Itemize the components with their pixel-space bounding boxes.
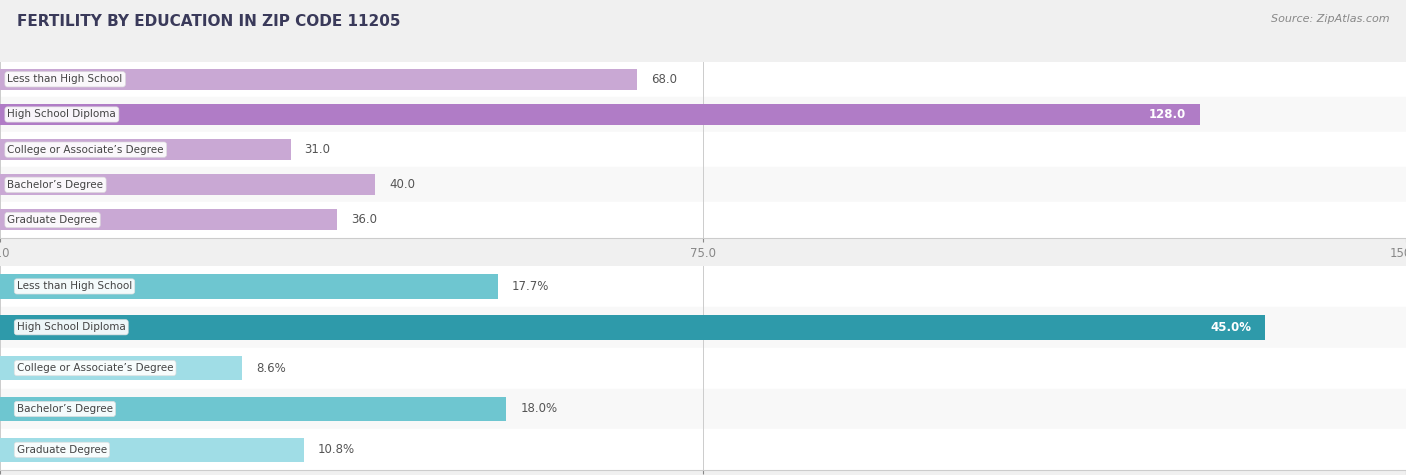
Bar [0,209,337,230]
Text: 17.7%: 17.7% [512,280,550,293]
Bar [0,356,242,380]
Bar [0,348,1406,389]
Bar [0,167,1406,202]
Text: 40.0: 40.0 [389,178,415,191]
Text: 128.0: 128.0 [1149,108,1185,121]
Text: College or Associate’s Degree: College or Associate’s Degree [7,144,165,155]
Bar [0,437,304,462]
Text: High School Diploma: High School Diploma [7,109,117,120]
Bar [0,429,1406,470]
Text: Source: ZipAtlas.com: Source: ZipAtlas.com [1271,14,1389,24]
Text: Graduate Degree: Graduate Degree [17,445,107,455]
Bar [0,139,291,160]
Bar [0,174,375,195]
Text: 36.0: 36.0 [352,213,377,227]
Bar [0,307,1406,348]
Bar [0,274,498,299]
Text: High School Diploma: High School Diploma [17,322,125,332]
Bar [0,315,1265,340]
Bar [0,397,506,421]
Bar [0,266,1406,307]
Text: 68.0: 68.0 [651,73,678,86]
Text: 45.0%: 45.0% [1211,321,1251,334]
Bar [0,104,1199,125]
Text: Graduate Degree: Graduate Degree [7,215,97,225]
Bar [0,202,1406,238]
Bar [0,389,1406,429]
Text: Bachelor’s Degree: Bachelor’s Degree [17,404,112,414]
Text: Less than High School: Less than High School [17,281,132,292]
Bar [0,69,637,90]
Bar [0,97,1406,132]
Text: 10.8%: 10.8% [318,443,354,456]
Text: 8.6%: 8.6% [256,361,285,375]
Text: FERTILITY BY EDUCATION IN ZIP CODE 11205: FERTILITY BY EDUCATION IN ZIP CODE 11205 [17,14,401,29]
Text: Less than High School: Less than High School [7,74,122,85]
Bar [0,132,1406,167]
Text: 18.0%: 18.0% [520,402,557,416]
Text: 31.0: 31.0 [305,143,330,156]
Bar [0,62,1406,97]
Text: Bachelor’s Degree: Bachelor’s Degree [7,180,104,190]
Text: College or Associate’s Degree: College or Associate’s Degree [17,363,173,373]
